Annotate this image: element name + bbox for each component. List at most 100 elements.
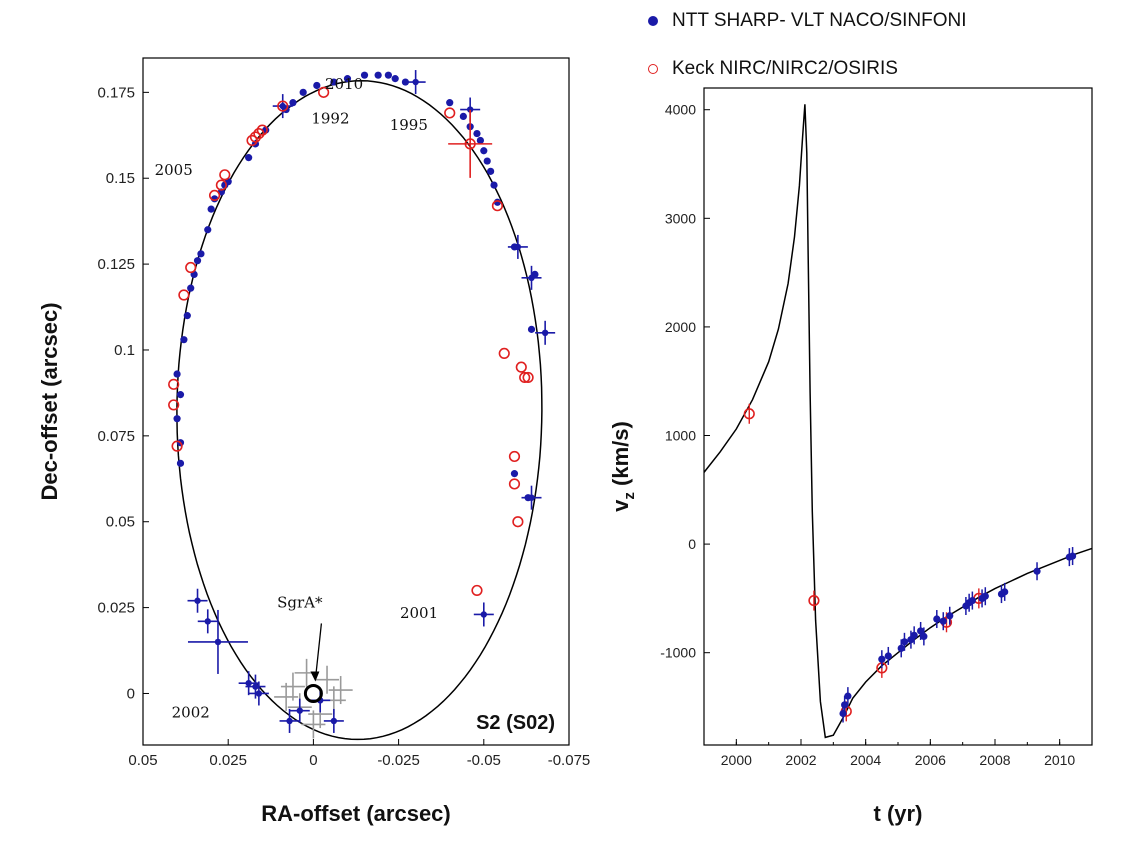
plot-frame — [142, 57, 570, 746]
x-tick-label: 2002 — [785, 752, 816, 768]
ntt-vlt-point — [207, 205, 215, 213]
keck-point — [508, 478, 521, 490]
ntt-vlt-point — [514, 243, 522, 251]
ntt-vlt-point — [296, 707, 303, 714]
legend-item-ntt-vlt: NTT SHARP- VLT NACO/SINFONI — [648, 10, 967, 32]
keck-point — [508, 450, 521, 463]
plot-frame — [703, 87, 1093, 746]
keck-point — [215, 179, 227, 191]
ntt-vlt-point — [313, 81, 321, 90]
y-tick-label: -1000 — [660, 645, 696, 661]
ntt-vlt-point — [844, 692, 852, 700]
year-annotation: 2010 — [325, 75, 363, 93]
ntt-vlt-point — [878, 655, 886, 663]
y-tick-label: 0.05 — [106, 514, 135, 531]
ntt-vlt-point — [981, 592, 989, 600]
keck-point — [318, 86, 330, 98]
year-annotation: 1995 — [390, 116, 428, 134]
y-tick-label: 0.15 — [106, 170, 135, 187]
ntt-vlt-point — [1001, 588, 1009, 596]
ntt-vlt-point — [401, 78, 410, 86]
y-tick-label: 0.1 — [114, 342, 135, 359]
ntt-vlt-point — [480, 147, 488, 155]
keck-point — [208, 189, 221, 201]
ntt-vlt-point — [839, 709, 847, 718]
ntt-vlt-point — [173, 415, 181, 423]
ntt-vlt-point — [900, 638, 909, 646]
keck-point — [168, 399, 180, 411]
ntt-vlt-point — [466, 106, 474, 113]
y-tick-label: 4000 — [665, 102, 696, 118]
ntt-vlt-point — [446, 99, 454, 107]
ntt-vlt-point — [910, 631, 918, 639]
ntt-vlt-point — [946, 612, 954, 620]
y-tick-label: 0 — [127, 685, 135, 702]
ntt-vlt-point — [473, 129, 481, 138]
keck-point — [491, 200, 504, 212]
ntt-vlt-point — [897, 644, 905, 652]
ntt-vlt-point — [527, 325, 536, 333]
red-circle-marker-icon — [648, 63, 658, 74]
ntt-vlt-point — [920, 632, 928, 641]
ntt-vlt-point — [183, 312, 191, 320]
x-tick-label: 2000 — [721, 752, 752, 768]
y-tick-label: 1000 — [665, 428, 696, 444]
y-tick-label: 2000 — [665, 319, 696, 335]
ntt-vlt-point — [204, 226, 212, 234]
keck-point — [185, 261, 197, 274]
x-tick-label: -0.05 — [467, 752, 501, 769]
ntt-vlt-point — [176, 391, 185, 399]
ntt-vlt-point — [289, 99, 297, 107]
ntt-vlt-point — [487, 167, 495, 175]
y-tick-label: 3000 — [665, 210, 696, 226]
x-axis-label: t (yr) — [874, 801, 923, 826]
ntt-vlt-point — [480, 611, 487, 618]
ntt-vlt-point — [968, 596, 976, 605]
ntt-vlt-point — [245, 679, 252, 687]
ntt-vlt-point — [214, 638, 222, 646]
velocity-panel: 2000 2002 2004 2006 2008 2010 -1000 0 1000 2000 30… — [608, 87, 1093, 826]
year-annotation: 2002 — [172, 704, 210, 722]
legend-label: NTT SHARP- VLT NACO/SINFONI — [672, 10, 967, 31]
orbit-curve — [176, 79, 543, 741]
keck-point — [444, 107, 456, 119]
ntt-vlt-point — [374, 71, 382, 79]
legend-label: Keck NIRC/NIRC2/OSIRIS — [672, 58, 898, 79]
keck-point — [219, 169, 231, 181]
ntt-vlt-point — [391, 75, 399, 83]
keck-point — [178, 289, 190, 301]
ntt-vlt-point — [194, 597, 201, 604]
ntt-vlt-point — [1033, 567, 1041, 575]
ntt-vlt-point — [286, 717, 293, 725]
ntt-vlt-point — [343, 75, 352, 83]
ntt-vlt-point — [299, 88, 307, 96]
keck-point — [498, 347, 510, 360]
velocity-curve — [703, 104, 1093, 739]
ntt-vlt-point — [193, 257, 202, 265]
sgra-marker — [303, 683, 323, 703]
ntt-vlt-point — [412, 78, 419, 86]
ntt-vlt-point — [541, 329, 549, 336]
keck-point — [171, 440, 183, 452]
keck-point — [249, 131, 262, 143]
ntt-vlt-point — [490, 181, 498, 189]
ntt-vlt-point — [245, 154, 253, 162]
ntt-vlt-point — [933, 615, 941, 623]
x-tick-label: 2010 — [1044, 752, 1075, 768]
year-annotation: 2005 — [155, 161, 193, 179]
keck-point — [515, 361, 527, 373]
keck-point — [471, 584, 483, 597]
ntt-vlt-point — [917, 627, 925, 635]
ntt-vlt-point — [841, 701, 849, 709]
y-tick-label: 0 — [688, 536, 696, 552]
ntt-vlt-point — [483, 157, 491, 165]
sgra-arrow — [314, 623, 323, 680]
x-tick-label: -0.075 — [548, 752, 591, 769]
x-tick-label: 0 — [309, 752, 317, 769]
x-tick-label: 2006 — [915, 752, 946, 768]
sgra-arrowhead — [310, 671, 320, 682]
keck-point — [168, 378, 180, 390]
keck-point — [253, 127, 265, 140]
ntt-vlt-point — [510, 470, 519, 478]
